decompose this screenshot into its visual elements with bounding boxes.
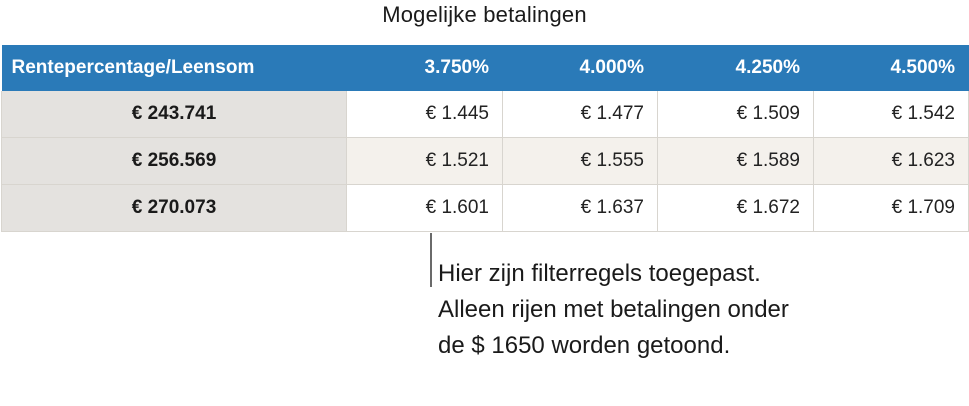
table-cell: € 1.477 [502, 91, 658, 138]
payments-table: Rentepercentage/Leensom 3.750% 4.000% 4.… [1, 45, 969, 232]
table-cell: € 1.709 [813, 184, 969, 232]
table-cell: € 1.623 [813, 137, 969, 185]
corner-header: Rentepercentage/Leensom [1, 45, 347, 91]
row-header: € 256.569 [1, 137, 347, 185]
column-header: 4.500% [813, 45, 969, 91]
header-row: Rentepercentage/Leensom 3.750% 4.000% 4.… [1, 45, 969, 91]
table-title: Mogelijke betalingen [382, 2, 587, 27]
table-cell: € 1.521 [346, 137, 503, 185]
row-header: € 270.073 [1, 184, 347, 232]
column-header: 4.250% [657, 45, 814, 91]
table-cell: € 1.601 [346, 184, 503, 232]
table-cell: € 1.555 [502, 137, 658, 185]
callout-leader-line [430, 233, 432, 287]
callout-text: Hier zijn filterregels toegepast. Alleen… [438, 260, 789, 359]
table-cell: € 1.589 [657, 137, 814, 185]
table-cell: € 1.637 [502, 184, 658, 232]
table-row: € 243.741 € 1.445 € 1.477 € 1.509 € 1.54… [1, 91, 969, 138]
column-header: 3.750% [346, 45, 503, 91]
column-header: 4.000% [502, 45, 658, 91]
table-row: € 270.073 € 1.601 € 1.637 € 1.672 € 1.70… [1, 184, 969, 232]
row-header: € 243.741 [1, 91, 347, 138]
table-row: € 256.569 € 1.521 € 1.555 € 1.589 € 1.62… [1, 137, 969, 185]
table-cell: € 1.672 [657, 184, 814, 232]
table-cell: € 1.445 [346, 91, 503, 138]
table-cell: € 1.509 [657, 91, 814, 138]
table-cell: € 1.542 [813, 91, 969, 138]
